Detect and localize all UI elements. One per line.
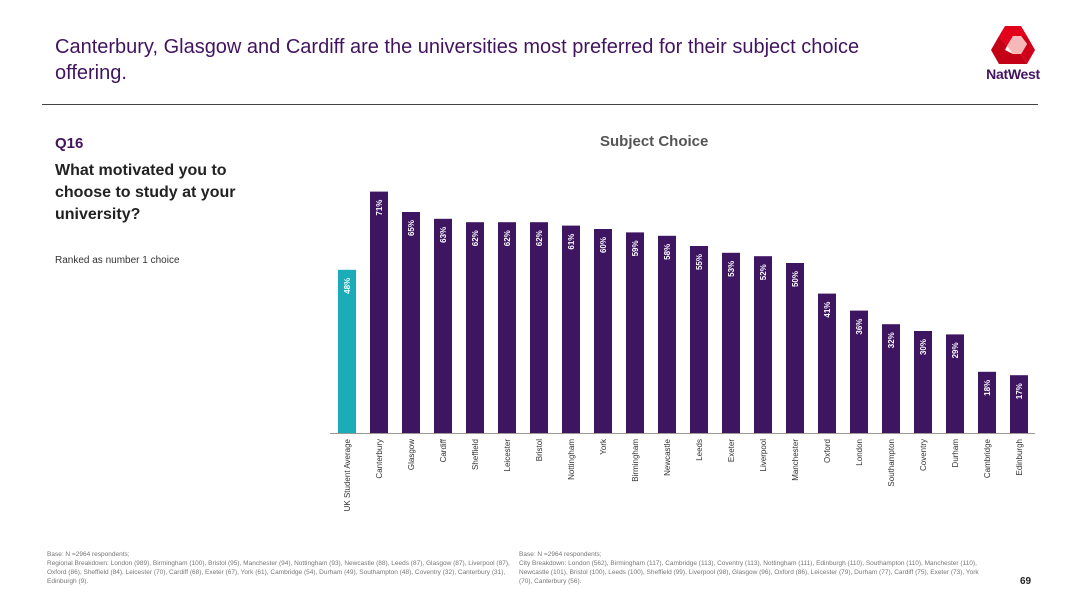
logo-text: NatWest <box>986 66 1040 82</box>
bar <box>466 222 484 433</box>
page-title: Canterbury, Glasgow and Cardiff are the … <box>55 36 860 84</box>
bar <box>850 310 868 433</box>
natwest-cubes-icon <box>991 26 1035 64</box>
bar <box>594 229 612 433</box>
data-label: 71% <box>375 200 384 216</box>
category-label: Canterbury <box>375 439 384 479</box>
category-label: Leeds <box>695 439 704 461</box>
data-label: 59% <box>631 240 640 256</box>
bar <box>1010 375 1028 433</box>
category-label: York <box>599 438 608 455</box>
category-label: Exeter <box>727 439 736 462</box>
chart-title: Subject Choice <box>600 133 709 150</box>
category-label: Coventry <box>919 439 928 471</box>
data-label: 65% <box>407 220 416 236</box>
ranking-note: Ranked as number 1 choice <box>55 255 180 266</box>
category-label: UK Student Average <box>343 438 352 511</box>
question-number: Q16 <box>55 135 84 152</box>
data-label: 62% <box>503 230 512 246</box>
category-label: Oxford <box>823 439 832 463</box>
footnote-right-base: Base: N =2964 respondents; <box>519 551 602 558</box>
category-label: Birmingham <box>631 439 640 482</box>
data-label: 62% <box>535 230 544 246</box>
data-label: 48% <box>343 278 352 294</box>
bar <box>530 222 548 433</box>
footnote-left-base: Base: N =2964 respondents; <box>47 551 130 558</box>
bar <box>370 191 388 433</box>
category-label: Glasgow <box>407 439 416 470</box>
divider <box>42 104 1038 105</box>
bar <box>690 246 708 433</box>
category-label: Cambridge <box>983 438 992 478</box>
question-block: Q16 What motivated you to choose to stud… <box>55 135 255 226</box>
bar <box>498 222 516 433</box>
category-label: Manchester <box>791 439 800 481</box>
data-label: 50% <box>791 271 800 287</box>
footnote-right: Base: N =2964 respondents; City Breakdow… <box>519 550 984 586</box>
category-label: Bristol <box>535 439 544 461</box>
bar <box>882 324 900 433</box>
footnote-left: Base: N =2964 respondents; Regional Brea… <box>47 550 512 586</box>
data-label: 61% <box>567 234 576 250</box>
data-label: 41% <box>823 302 832 318</box>
data-label: 62% <box>471 230 480 246</box>
data-label: 58% <box>663 244 672 260</box>
question-text: What motivated you to choose to study at… <box>55 162 236 223</box>
category-label: Leicester <box>503 439 512 472</box>
data-label: 60% <box>599 237 608 253</box>
category-label: Nottingham <box>567 439 576 480</box>
category-label: Newcastle <box>663 438 672 475</box>
data-label: 29% <box>951 342 960 358</box>
page-number: 69 <box>1020 576 1032 587</box>
bar <box>914 331 932 433</box>
data-label: 30% <box>919 339 928 355</box>
data-label: 55% <box>695 254 704 270</box>
data-label: 63% <box>439 227 448 243</box>
bar <box>818 293 836 433</box>
category-label: Liverpool <box>759 439 768 472</box>
bar <box>658 235 676 433</box>
bar <box>754 256 772 433</box>
category-label: Cardiff <box>439 438 448 462</box>
bar <box>978 371 996 433</box>
data-label: 17% <box>1015 383 1024 399</box>
data-label: 53% <box>727 261 736 277</box>
bar <box>626 232 644 433</box>
data-label: 52% <box>759 264 768 280</box>
category-label: Edinburgh <box>1015 439 1024 475</box>
bar <box>946 334 964 433</box>
data-label: 36% <box>855 319 864 335</box>
data-label: 18% <box>983 380 992 396</box>
bar <box>722 252 740 433</box>
data-label: 32% <box>887 332 896 348</box>
bar <box>786 263 804 433</box>
category-label: London <box>855 439 864 466</box>
footnote-left-text: Regional Breakdown: London (989), Birmin… <box>47 560 510 585</box>
category-label: Southampton <box>887 439 896 487</box>
bar <box>434 218 452 433</box>
natwest-logo: NatWest <box>978 24 1048 82</box>
bar <box>338 269 356 433</box>
footnote-right-text: City Breakdown: London (562), Birmingham… <box>519 560 979 585</box>
category-label: Sheffield <box>471 439 480 470</box>
category-label: Durham <box>951 439 960 468</box>
bar <box>402 212 420 433</box>
bar <box>562 225 580 433</box>
